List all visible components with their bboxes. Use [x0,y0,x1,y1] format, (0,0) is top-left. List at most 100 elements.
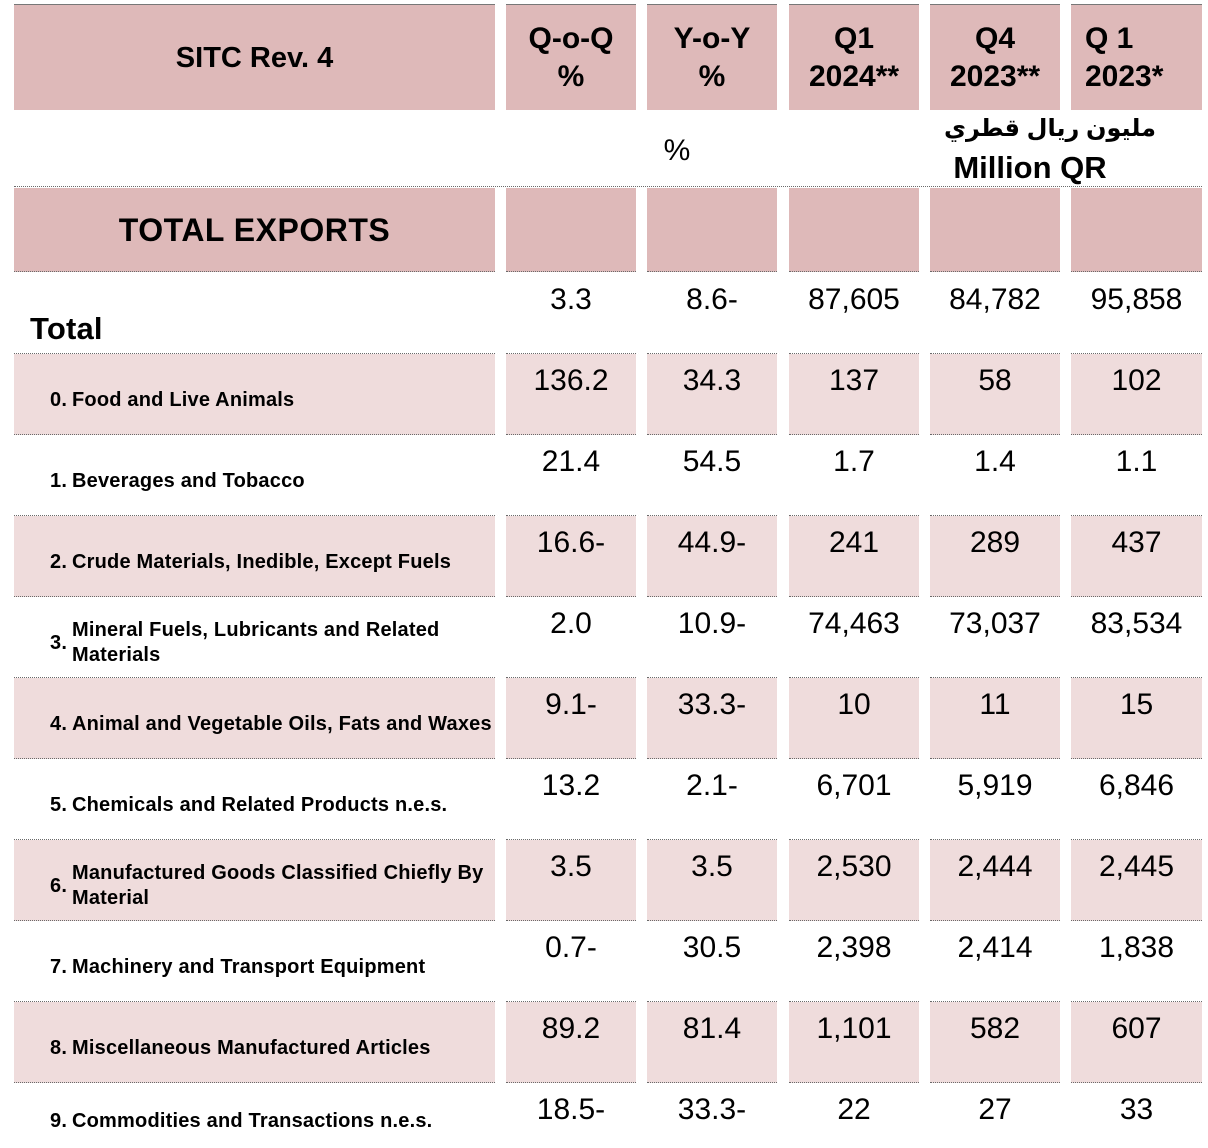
row-label-text: Chemicals and Related Products n.e.s. [72,793,448,816]
value-text: 11 [979,688,1011,721]
value-text: 9.1- [545,688,597,721]
value-text: 3.5 [550,850,592,883]
row-label-text: Manufactured Goods Classified Chiefly By… [72,862,484,909]
value-text: 81.4 [682,1012,742,1045]
row-value-q1-2024: 2,398 [789,921,919,1002]
row-value-yoy: 3.5 [647,840,777,921]
units-percent-text: % [663,134,691,167]
value-text: 6,846 [1098,769,1175,802]
row-label: 5. Chemicals and Related Products n.e.s. [14,759,495,840]
header-sitc-label: SITC Rev. 4 [175,41,334,74]
row-value-q4-2023: 73,037 [930,597,1060,678]
row-value-q1-2024: 1.7 [789,435,919,516]
header-yoy: Y-o-Y % [647,4,777,110]
header-sitc: SITC Rev. 4 [14,4,495,110]
header-q4-2023-line2: 2023** [949,59,1041,93]
row-value-yoy: 81.4 [647,1002,777,1083]
value-text: 21.4 [541,445,601,478]
section-title: TOTAL EXPORTS [14,188,495,272]
units-row [14,110,1202,187]
value-text: 2,444 [957,850,1033,883]
row-value-qoq: 16.6- [506,516,636,597]
header-q1-2024-line1: Q1 [833,21,875,55]
row-value-yoy: 33.3- [647,1083,777,1148]
row-value-q1-2023: 1,838 [1071,921,1202,1002]
value-text: 34.3 [682,364,742,397]
row-label-text: Crude Materials, Inedible, Except Fuels [72,550,452,573]
row-value-q1-2023: 102 [1071,354,1202,435]
value-text: 83,534 [1090,607,1183,640]
row-number: 3. [50,631,68,654]
row-value-yoy: 54.5 [647,435,777,516]
row-value-q1-2023: 33 [1071,1083,1202,1148]
header-yoy-line1: Y-o-Y [673,21,751,55]
value-text: 2,414 [957,931,1033,964]
value-text: 30.5 [682,931,742,964]
value-text: 582 [969,1012,1021,1045]
row-value-qoq: 0.7- [506,921,636,1002]
section-cell-q4-2023 [930,188,1060,272]
value-text: 2,530 [816,850,892,883]
value-text: 2.0 [550,607,592,640]
value-text: 2,445 [1098,850,1175,883]
row-number: 8. [50,1036,68,1059]
row-value-yoy: 2.1- [647,759,777,840]
row-value-qoq: 136.2 [506,354,636,435]
row-value-q1-2024: 2,530 [789,840,919,921]
value-text: 89.2 [541,1012,601,1045]
row-label: 1. Beverages and Tobacco [14,435,495,516]
units-english-text: Million QR [953,150,1107,185]
row-total-label: Total [14,273,495,354]
section-cell-q1-2024 [789,188,919,272]
row-label: 0. Food and Live Animals [14,354,495,435]
row-value-q1-2023: 607 [1071,1002,1202,1083]
value-text: 241 [828,526,880,559]
value-text: 1.4 [974,445,1016,478]
row-label-text: Commodities and Transactions n.e.s. [72,1110,433,1132]
value-text: 8.6- [686,283,738,316]
value-text: 6,701 [816,769,892,802]
value-text: 2,398 [816,931,892,964]
value-text: 33 [1119,1093,1154,1126]
row-value-q1-2024: 10 [789,678,919,759]
row-value-q4-2023: 2,414 [930,921,1060,1002]
value-text: 437 [1111,526,1162,559]
header-q4-2023: Q4 2023** [930,4,1060,110]
value-text: 22 [837,1093,871,1126]
header-q1-2024: Q1 2024** [789,4,919,110]
row-value-qoq: 89.2 [506,1002,636,1083]
value-text: 74,463 [808,607,900,640]
row-value-yoy: 34.3 [647,354,777,435]
header-qoq: Q-o-Q % [506,4,636,110]
row-value-q4-2023: 84,782 [930,273,1060,354]
header-qoq-line1: Q-o-Q [528,21,614,55]
value-text: 13.2 [541,769,601,802]
value-text: 33.3- [677,1093,747,1126]
row-value-q4-2023: 1.4 [930,435,1060,516]
row-value-qoq: 13.2 [506,759,636,840]
row-value-yoy: 44.9- [647,516,777,597]
value-text: 289 [969,526,1021,559]
row-value-q1-2023: 95,858 [1071,273,1202,354]
value-text: 1.1 [1115,445,1158,478]
row-value-q4-2023: 11 [930,678,1060,759]
row-value-q1-2024: 87,605 [789,273,919,354]
row-label: 9. Commodities and Transactions n.e.s. [14,1083,495,1148]
header-q4-2023-line1: Q4 [974,21,1016,55]
row-value-q1-2023: 1.1 [1071,435,1202,516]
value-text: 44.9- [677,526,747,559]
header-q1-2023-line2: 2023* [1085,59,1164,93]
row-number: 0. [50,388,68,411]
section-cell-qoq [506,188,636,272]
row-label: 2. Crude Materials, Inedible, Except Fuel… [14,516,495,597]
row-label: 7. Machinery and Transport Equipment [14,921,495,1002]
row-number: 2. [50,550,68,573]
units-percent: % [636,128,718,174]
value-text: 137 [828,364,880,397]
header-q1-2024-line2: 2024** [808,59,900,93]
row-label-text: Beverages and Tobacco [72,469,305,492]
row-value-yoy: 33.3- [647,678,777,759]
value-text: 0.7- [545,931,597,964]
row-value-qoq: 2.0 [506,597,636,678]
value-text: 33.3- [677,688,747,721]
